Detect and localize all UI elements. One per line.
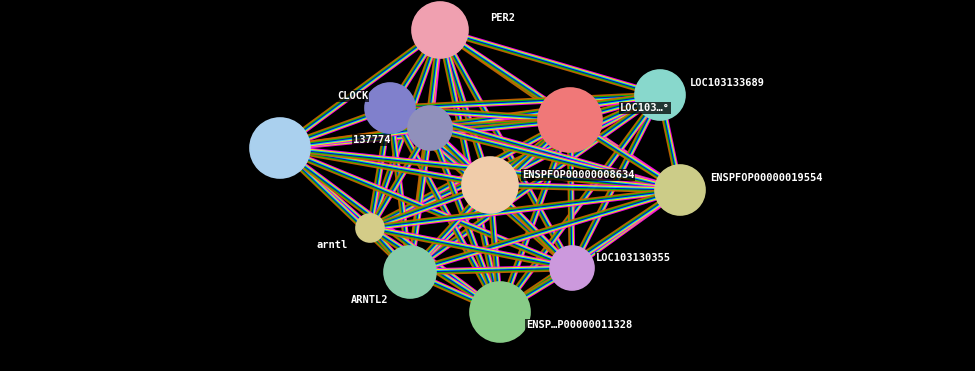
Text: LOC103…°: LOC103…° [620, 103, 670, 113]
Circle shape [550, 246, 594, 290]
Circle shape [635, 70, 685, 120]
Circle shape [384, 246, 436, 298]
Circle shape [470, 282, 530, 342]
Circle shape [538, 88, 602, 152]
Text: PER2: PER2 [490, 13, 515, 23]
Circle shape [462, 157, 518, 213]
Circle shape [655, 165, 705, 215]
Text: ENSP…P00000011328: ENSP…P00000011328 [526, 320, 632, 330]
Text: ENSPFOP00000019554: ENSPFOP00000019554 [710, 173, 823, 183]
Text: CLOCK: CLOCK [336, 91, 368, 101]
Circle shape [250, 118, 310, 178]
Text: ARNTL2: ARNTL2 [350, 295, 388, 305]
Circle shape [408, 106, 452, 150]
Text: LOC103130355: LOC103130355 [596, 253, 671, 263]
Text: LOC103133689: LOC103133689 [690, 78, 765, 88]
Text: 137774: 137774 [353, 135, 390, 145]
Text: arntl: arntl [317, 240, 348, 250]
Circle shape [356, 214, 384, 242]
Text: ENSPFOP00000008634: ENSPFOP00000008634 [522, 170, 635, 180]
Circle shape [365, 83, 415, 133]
Circle shape [412, 2, 468, 58]
